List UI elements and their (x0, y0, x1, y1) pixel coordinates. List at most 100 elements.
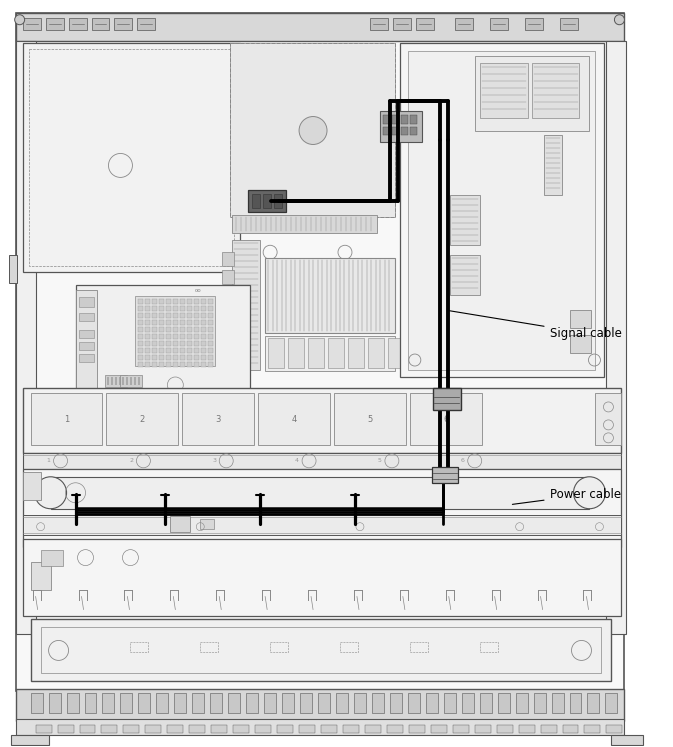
Bar (145, 355, 150, 360)
Bar (23, 453, 621, 469)
Bar (300, 693, 312, 713)
Bar (166, 355, 172, 360)
Bar (31, 562, 50, 589)
Bar (208, 341, 213, 346)
Bar (444, 693, 456, 713)
Bar (139, 348, 143, 353)
Bar (139, 355, 143, 360)
Bar (174, 327, 178, 332)
Bar (40, 627, 602, 673)
Bar (201, 327, 206, 332)
Bar (120, 693, 133, 713)
Bar (139, 341, 143, 346)
Bar (480, 642, 497, 652)
Bar (9, 255, 17, 283)
Bar (194, 299, 199, 304)
Text: 2: 2 (140, 415, 145, 424)
Bar (187, 355, 192, 360)
Bar (584, 725, 600, 734)
Bar (187, 362, 192, 367)
Bar (182, 393, 254, 445)
Bar (392, 126, 399, 135)
Bar (31, 619, 612, 681)
Bar (180, 348, 185, 353)
Bar (450, 196, 480, 245)
Bar (180, 320, 185, 325)
Bar (15, 719, 625, 735)
Bar (277, 725, 293, 734)
Bar (228, 693, 240, 713)
Bar (170, 515, 190, 532)
Bar (408, 51, 596, 370)
Bar (410, 393, 482, 445)
Bar (230, 43, 395, 217)
Text: 3: 3 (215, 415, 221, 424)
Bar (102, 725, 118, 734)
Bar (160, 341, 164, 346)
Bar (569, 310, 592, 328)
Bar (152, 327, 157, 332)
Bar (120, 375, 143, 387)
Bar (201, 355, 206, 360)
Bar (201, 299, 206, 304)
Bar (139, 334, 143, 339)
Bar (160, 299, 164, 304)
Bar (308, 338, 324, 368)
Bar (174, 334, 178, 339)
Bar (15, 13, 625, 40)
Bar (187, 313, 192, 318)
Bar (23, 515, 621, 535)
Bar (106, 393, 178, 445)
Bar (208, 320, 213, 325)
Bar (222, 290, 234, 304)
Bar (166, 313, 172, 318)
Bar (540, 725, 557, 734)
Bar (208, 306, 213, 311)
Text: 5: 5 (378, 458, 382, 463)
Bar (152, 313, 157, 318)
Bar (288, 338, 304, 368)
Bar (152, 341, 157, 346)
Bar (544, 135, 561, 196)
Bar (432, 467, 458, 483)
Bar (410, 642, 428, 652)
Bar (166, 341, 172, 346)
Bar (166, 306, 172, 311)
Bar (139, 362, 143, 367)
Bar (248, 190, 286, 212)
Bar (187, 341, 192, 346)
Bar (388, 338, 404, 368)
Bar (131, 377, 133, 385)
Bar (258, 393, 330, 445)
Bar (160, 313, 164, 318)
Bar (11, 735, 48, 746)
Text: 2: 2 (129, 458, 133, 463)
Bar (75, 290, 98, 410)
Bar (31, 693, 42, 713)
Bar (563, 725, 579, 734)
Bar (112, 377, 114, 385)
Bar (497, 725, 513, 734)
Bar (265, 258, 395, 333)
Bar (474, 725, 491, 734)
Bar (145, 334, 150, 339)
Bar (139, 377, 141, 385)
Bar (145, 320, 150, 325)
Bar (192, 693, 205, 713)
Bar (180, 299, 185, 304)
Bar (145, 306, 150, 311)
Bar (40, 550, 63, 565)
Bar (263, 194, 271, 208)
Bar (232, 215, 377, 233)
Bar (569, 693, 581, 713)
Bar (230, 43, 395, 217)
Bar (416, 18, 434, 30)
Bar (36, 725, 52, 734)
Bar (174, 362, 178, 367)
Bar (222, 252, 234, 266)
Text: 5: 5 (367, 415, 373, 424)
Bar (152, 306, 157, 311)
Bar (145, 362, 150, 367)
Bar (534, 693, 546, 713)
Bar (174, 348, 178, 353)
